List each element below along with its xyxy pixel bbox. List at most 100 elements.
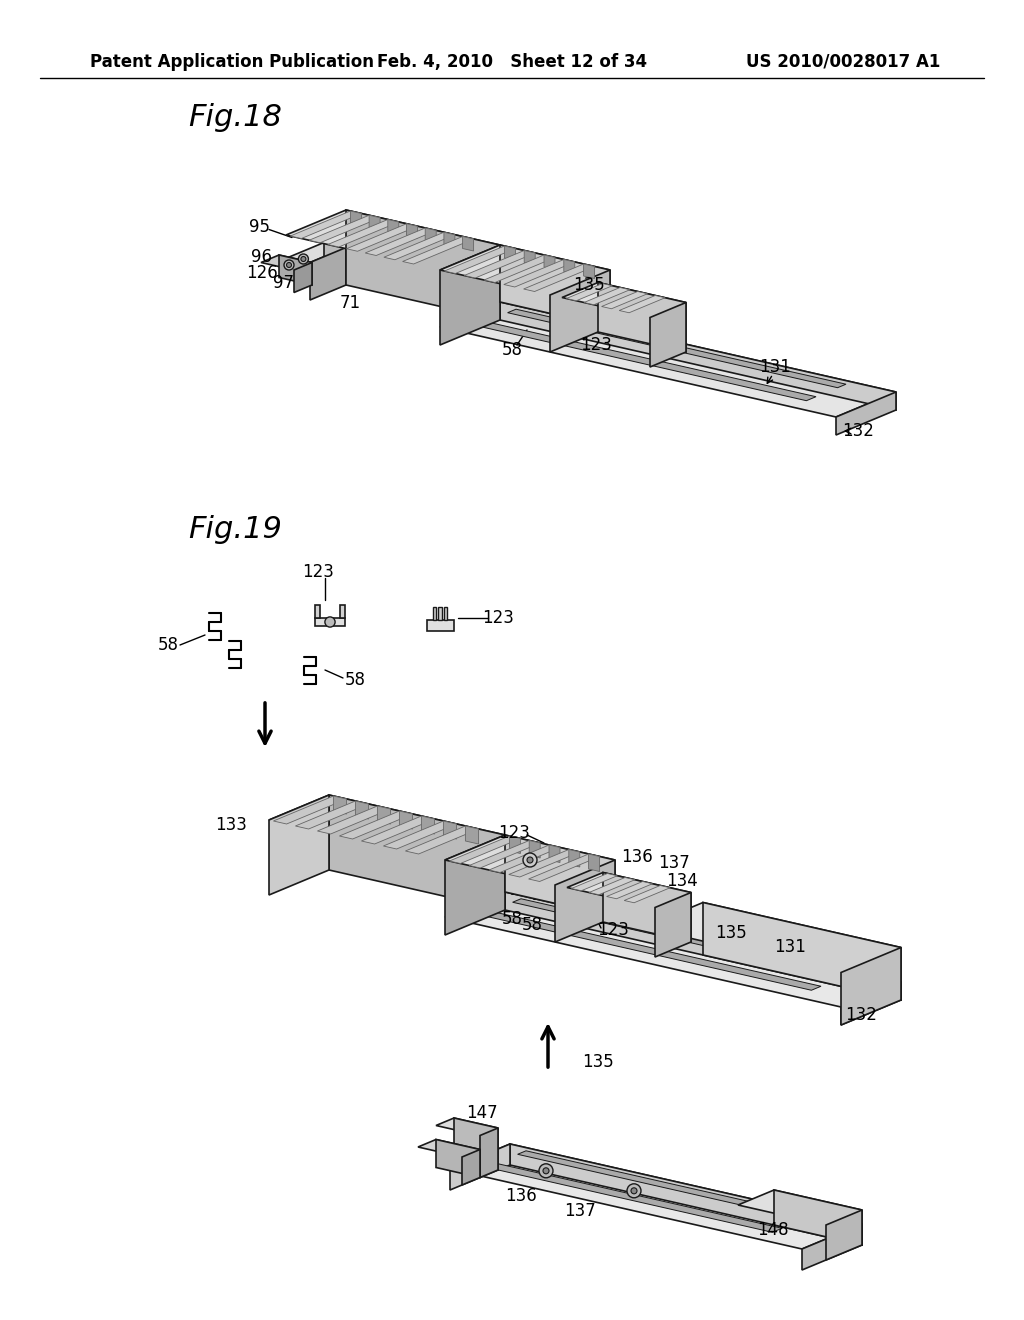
Polygon shape: [462, 1150, 480, 1185]
Polygon shape: [324, 243, 346, 285]
Polygon shape: [445, 836, 505, 935]
Text: 58: 58: [344, 671, 366, 689]
Polygon shape: [555, 861, 615, 942]
Polygon shape: [504, 260, 574, 286]
Polygon shape: [443, 821, 457, 840]
Polygon shape: [286, 210, 500, 271]
Text: 132: 132: [842, 422, 873, 440]
Polygon shape: [369, 215, 380, 230]
Circle shape: [631, 1188, 637, 1193]
Polygon shape: [406, 826, 478, 854]
Text: 148: 148: [757, 1221, 788, 1239]
Text: 135: 135: [573, 276, 605, 293]
Polygon shape: [288, 243, 346, 263]
Polygon shape: [524, 251, 536, 265]
Polygon shape: [440, 246, 610, 294]
Polygon shape: [606, 882, 652, 899]
Text: US 2010/0028017 A1: US 2010/0028017 A1: [745, 53, 940, 71]
Polygon shape: [841, 948, 901, 1026]
Polygon shape: [836, 392, 896, 436]
Polygon shape: [346, 210, 500, 319]
Text: 123: 123: [498, 824, 530, 842]
Polygon shape: [454, 1118, 498, 1170]
Polygon shape: [486, 1163, 782, 1233]
Polygon shape: [291, 211, 361, 239]
Text: 147: 147: [466, 1104, 498, 1122]
Text: 96: 96: [252, 248, 272, 267]
Polygon shape: [465, 826, 478, 843]
Polygon shape: [436, 1118, 498, 1135]
Text: 137: 137: [658, 854, 690, 871]
Circle shape: [301, 256, 306, 261]
Polygon shape: [484, 255, 555, 282]
Polygon shape: [643, 903, 901, 973]
Polygon shape: [508, 309, 846, 388]
Polygon shape: [269, 795, 329, 895]
Circle shape: [284, 260, 294, 271]
Polygon shape: [568, 850, 580, 867]
Polygon shape: [469, 841, 541, 869]
Polygon shape: [584, 288, 630, 305]
Text: 136: 136: [622, 849, 653, 866]
Polygon shape: [564, 260, 574, 275]
Polygon shape: [589, 878, 635, 895]
Text: 123: 123: [302, 564, 334, 581]
Polygon shape: [655, 892, 691, 957]
Polygon shape: [366, 228, 436, 256]
Polygon shape: [269, 795, 505, 861]
Polygon shape: [295, 801, 369, 829]
Text: 97: 97: [273, 275, 295, 292]
Polygon shape: [841, 982, 901, 1026]
Polygon shape: [407, 224, 418, 238]
Polygon shape: [279, 255, 312, 285]
Text: 95: 95: [249, 219, 269, 236]
Polygon shape: [505, 246, 515, 260]
Polygon shape: [529, 841, 541, 858]
Polygon shape: [500, 246, 610, 327]
Polygon shape: [509, 836, 520, 854]
Circle shape: [287, 263, 292, 268]
Polygon shape: [314, 605, 319, 618]
Polygon shape: [625, 886, 670, 903]
Polygon shape: [378, 807, 390, 824]
Circle shape: [627, 1184, 641, 1197]
Polygon shape: [509, 850, 580, 876]
Polygon shape: [388, 219, 398, 234]
Polygon shape: [603, 873, 691, 942]
Polygon shape: [334, 796, 346, 814]
Polygon shape: [598, 282, 686, 352]
Polygon shape: [273, 796, 346, 824]
Text: 126: 126: [246, 264, 278, 281]
Polygon shape: [443, 606, 447, 620]
Polygon shape: [544, 255, 555, 269]
Polygon shape: [440, 302, 896, 417]
Text: 58: 58: [521, 916, 543, 935]
Polygon shape: [480, 1129, 498, 1177]
Text: 123: 123: [482, 609, 514, 627]
Polygon shape: [738, 1191, 862, 1225]
Polygon shape: [427, 620, 454, 631]
Polygon shape: [562, 282, 686, 318]
Polygon shape: [261, 255, 312, 271]
Text: Patent Application Publication: Patent Application Publication: [90, 53, 374, 71]
Polygon shape: [339, 810, 413, 840]
Text: 134: 134: [667, 871, 698, 890]
Polygon shape: [567, 873, 691, 908]
Polygon shape: [445, 892, 901, 1007]
Circle shape: [298, 253, 308, 264]
Polygon shape: [517, 1151, 812, 1220]
Polygon shape: [481, 911, 821, 990]
Text: 133: 133: [215, 816, 247, 834]
Text: 135: 135: [715, 924, 746, 941]
Polygon shape: [440, 246, 500, 345]
Text: Fig.18: Fig.18: [188, 103, 282, 132]
Text: 123: 123: [580, 337, 612, 354]
Polygon shape: [476, 322, 816, 401]
Polygon shape: [329, 795, 505, 909]
Circle shape: [527, 857, 534, 863]
Text: 136: 136: [505, 1187, 537, 1205]
Polygon shape: [450, 836, 520, 863]
Polygon shape: [528, 854, 600, 882]
Text: 131: 131: [774, 939, 806, 956]
Polygon shape: [463, 236, 473, 251]
